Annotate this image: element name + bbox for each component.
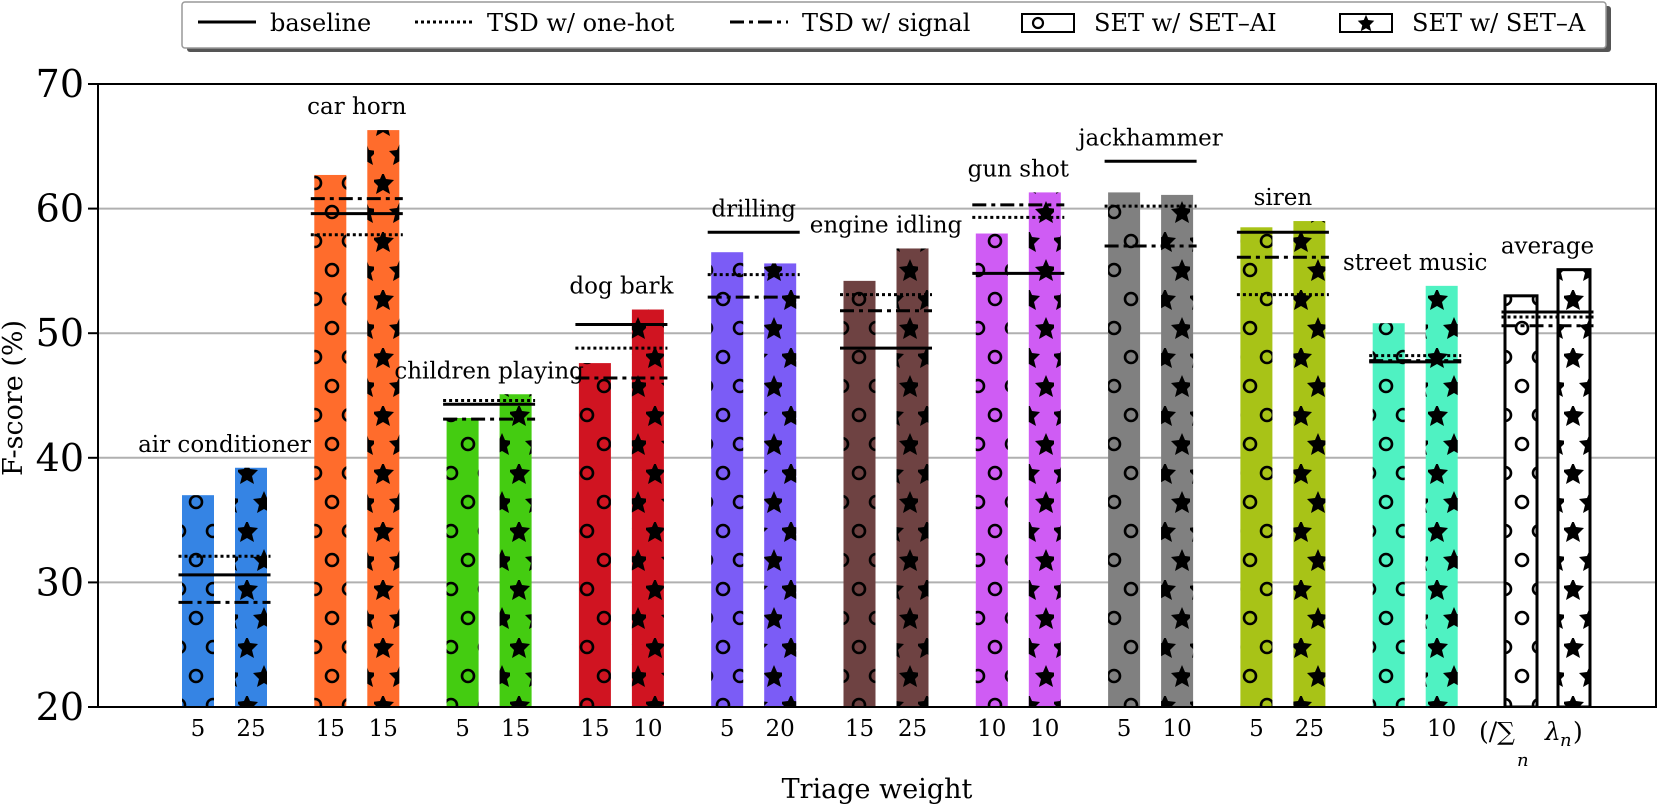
set-a-bar-hatch bbox=[896, 248, 929, 707]
group-label: engine idling bbox=[810, 212, 963, 238]
legend-item: SET w/ SET–AI bbox=[1021, 9, 1277, 37]
set-ai-bar-hatch bbox=[446, 417, 479, 707]
x-tick-label: 5 bbox=[1381, 716, 1396, 742]
x-tick-label: 5 bbox=[191, 716, 206, 742]
set-ai-bar-hatch bbox=[711, 252, 744, 707]
x-tick-label: 5 bbox=[455, 716, 470, 742]
legend-swatch-box bbox=[1021, 13, 1075, 33]
set-ai-bar-hatch bbox=[1108, 192, 1141, 707]
x-tick-label-close: ) bbox=[1573, 717, 1583, 746]
set-ai-bar-hatch bbox=[975, 233, 1008, 707]
x-tick-label-sum: (/∑ bbox=[1479, 717, 1515, 746]
legend-item: baseline bbox=[198, 9, 371, 37]
x-axis-label: Triage weight bbox=[782, 774, 973, 805]
legend-label: SET w/ SET–A bbox=[1412, 9, 1586, 37]
x-tick-label-subscript: n bbox=[1560, 730, 1572, 751]
group-labels: air conditioner car horn children playing d… bbox=[138, 94, 1594, 458]
y-tick-label: 60 bbox=[36, 187, 84, 231]
reference-lines bbox=[178, 159, 1594, 604]
y-axis: 20 30 40 50 60 70 bbox=[36, 62, 98, 729]
set-a-bar-hatch bbox=[1293, 221, 1326, 707]
group-label: air conditioner bbox=[138, 432, 311, 458]
set-a-bar-hatch bbox=[1425, 285, 1458, 707]
set-a-bar-hatch bbox=[764, 263, 797, 707]
x-tick-label-subscript: n bbox=[1517, 750, 1529, 771]
legend-label: SET w/ SET–AI bbox=[1094, 9, 1277, 37]
set-ai-bar-hatch bbox=[314, 174, 347, 707]
set-ai-bar-hatch bbox=[843, 280, 876, 707]
x-tick-label: 25 bbox=[1295, 716, 1324, 742]
set-a-bar-hatch bbox=[1161, 194, 1194, 707]
x-tick-label: 15 bbox=[316, 716, 345, 742]
y-tick-label: 20 bbox=[36, 685, 84, 729]
y-tick-label: 70 bbox=[36, 62, 84, 106]
legend-label: TSD w/ one-hot bbox=[487, 9, 675, 37]
group-label: children playing bbox=[394, 358, 584, 384]
legend-item: SET w/ SET–A bbox=[1339, 9, 1586, 37]
legend: baseline TSD w/ one-hot TSD w/ signal SET w… bbox=[181, 1, 1611, 52]
x-tick-label: 10 bbox=[1162, 716, 1191, 742]
y-tick-label: 50 bbox=[36, 311, 84, 355]
x-tick-label: 15 bbox=[369, 716, 398, 742]
group-label: drilling bbox=[711, 196, 796, 222]
x-tick-label: 25 bbox=[236, 716, 265, 742]
group-label: car horn bbox=[307, 94, 407, 120]
x-tick-label: 20 bbox=[766, 716, 795, 742]
x-tick-label: 5 bbox=[1249, 716, 1264, 742]
y-axis-label: F-score (%) bbox=[0, 320, 29, 476]
set-ai-bar-hatch bbox=[1240, 227, 1273, 707]
x-axis: 5 25 15 15 5 15 15 10 5 20 15 25 10 10 5 10 5 25 5 10 (/∑nλ n… bbox=[191, 716, 1583, 771]
y-tick-label: 40 bbox=[36, 436, 84, 480]
legend-item: TSD w/ signal bbox=[730, 9, 970, 37]
set-a-bar-hatch bbox=[631, 309, 664, 707]
set-a-bar-hatch bbox=[367, 130, 400, 707]
y-tick-label: 30 bbox=[36, 560, 84, 604]
group-label: gun shot bbox=[968, 156, 1070, 182]
x-tick-label-lambda: λ bbox=[1544, 717, 1561, 746]
x-tick-label: 5 bbox=[720, 716, 735, 742]
x-tick-label: 10 bbox=[633, 716, 662, 742]
legend-box bbox=[181, 1, 1607, 49]
x-tick-label: 10 bbox=[977, 716, 1006, 742]
set-ai-bar-hatch bbox=[1372, 323, 1405, 707]
x-tick-label: 10 bbox=[1030, 716, 1059, 742]
set-ai-bar-hatch bbox=[1505, 295, 1537, 707]
x-tick-label: 15 bbox=[501, 716, 530, 742]
set-a-bar-hatch bbox=[1558, 269, 1590, 707]
group-label: dog bark bbox=[569, 274, 674, 300]
legend-circle-mark bbox=[1031, 16, 1045, 30]
legend-star-mark bbox=[1357, 14, 1375, 32]
x-tick-label: 25 bbox=[898, 716, 927, 742]
x-tick-label: 10 bbox=[1427, 716, 1456, 742]
x-tick-label: 5 bbox=[1117, 716, 1132, 742]
group-label: street music bbox=[1343, 250, 1487, 276]
x-tick-label: 15 bbox=[580, 716, 609, 742]
group-label: siren bbox=[1254, 185, 1313, 211]
group-label: average bbox=[1501, 234, 1594, 260]
legend-item: TSD w/ one-hot bbox=[415, 9, 675, 37]
set-ai-bar-hatch bbox=[578, 363, 611, 707]
legend-label: baseline bbox=[270, 9, 371, 37]
group-label: jackhammer bbox=[1075, 125, 1222, 151]
set-a-bar-hatch bbox=[1028, 192, 1061, 707]
plot-frame bbox=[97, 83, 1657, 708]
set-a-bar-hatch bbox=[235, 467, 267, 707]
set-a-bar-hatch bbox=[499, 394, 532, 707]
x-tick-label: 15 bbox=[845, 716, 874, 742]
legend-label: TSD w/ signal bbox=[802, 9, 970, 37]
